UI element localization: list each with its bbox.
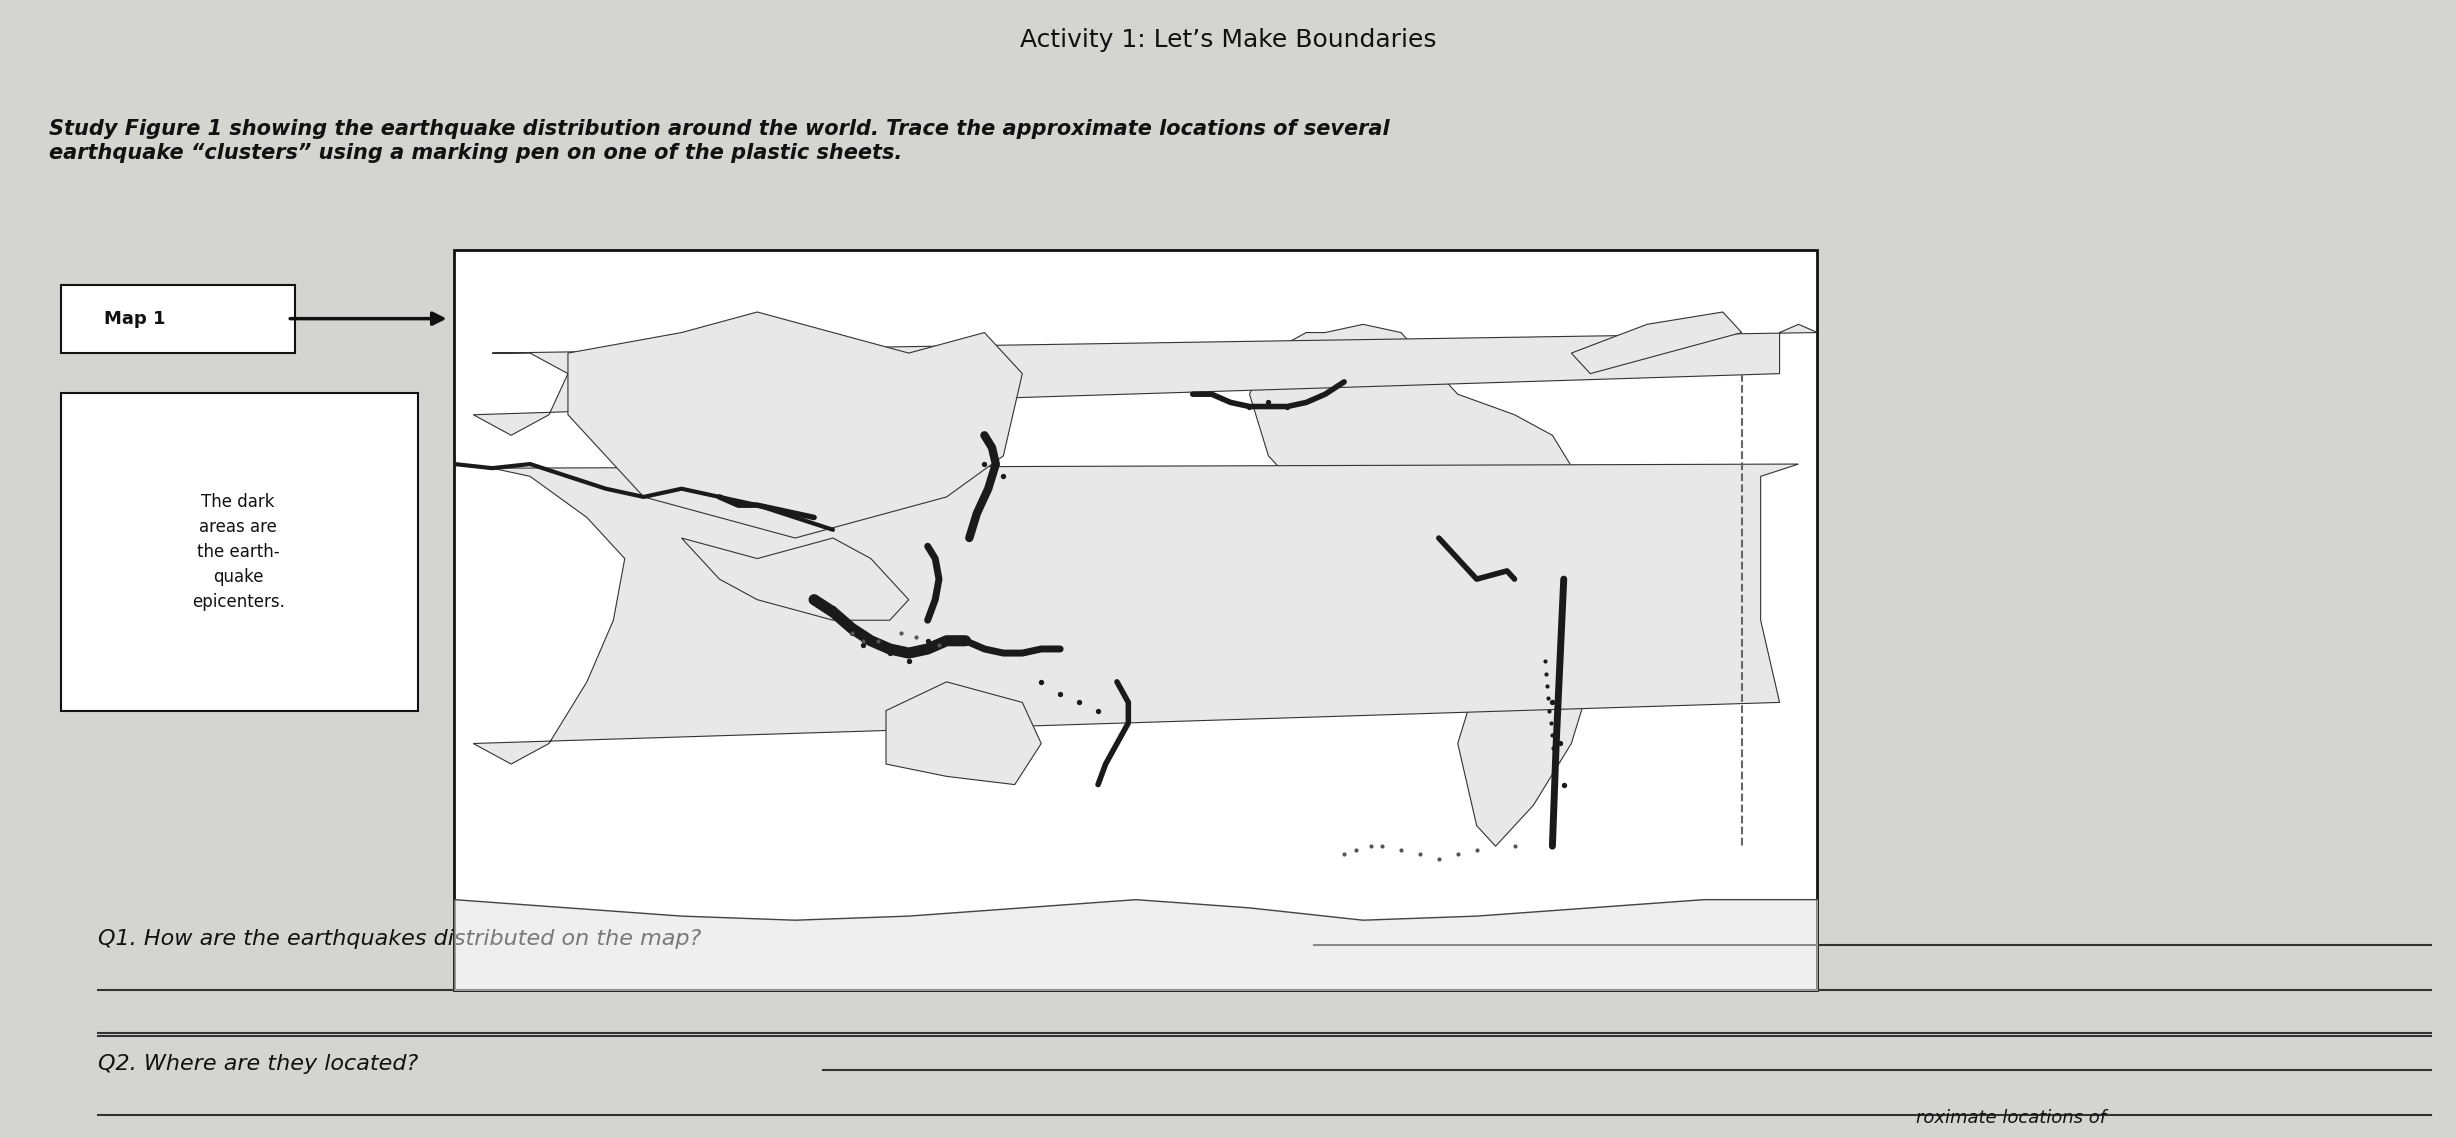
Point [965, 455, 1005, 473]
Text: Study Figure 1 showing the earthquake distribution around the world. Trace the a: Study Figure 1 showing the earthquake di… [49, 119, 1390, 163]
Point [1022, 673, 1061, 691]
Point [896, 627, 936, 645]
Point [1041, 685, 1081, 703]
Polygon shape [474, 324, 1817, 436]
Text: Q1. How are the earthquakes distributed on the map?: Q1. How are the earthquakes distributed … [98, 929, 702, 949]
Point [896, 644, 936, 662]
Point [860, 632, 899, 650]
Polygon shape [1572, 312, 1741, 373]
Point [845, 636, 884, 654]
Point [869, 644, 909, 662]
Polygon shape [567, 312, 1022, 538]
Text: Q2. Where are they located?: Q2. Where are they located? [98, 1054, 418, 1074]
Point [889, 652, 928, 670]
Point [1545, 775, 1584, 793]
Point [813, 599, 852, 617]
Point [1248, 394, 1287, 412]
Point [820, 607, 860, 625]
Polygon shape [474, 464, 1798, 764]
FancyBboxPatch shape [454, 250, 1817, 990]
Text: The dark
areas are
the earth-
quake
epicenters.: The dark areas are the earth- quake epic… [192, 493, 285, 611]
Polygon shape [1459, 579, 1591, 847]
FancyArrowPatch shape [290, 313, 442, 324]
Point [882, 624, 921, 642]
Point [845, 632, 884, 650]
FancyBboxPatch shape [61, 393, 418, 711]
Point [1540, 734, 1579, 752]
Point [973, 463, 1012, 481]
Point [919, 636, 958, 654]
Text: Activity 1: Let’s Make Boundaries: Activity 1: Let’s Make Boundaries [1019, 28, 1437, 52]
Text: roximate locations of: roximate locations of [1916, 1108, 2105, 1127]
Point [833, 624, 872, 642]
Point [1230, 397, 1270, 415]
FancyBboxPatch shape [61, 284, 295, 353]
Polygon shape [887, 682, 1041, 784]
Point [985, 468, 1024, 486]
Point [909, 632, 948, 650]
Point [1533, 693, 1572, 711]
Text: Map 1: Map 1 [103, 310, 167, 328]
Polygon shape [683, 538, 909, 620]
Point [833, 624, 872, 642]
Point [1267, 397, 1307, 415]
Point [1078, 701, 1117, 719]
Polygon shape [1250, 324, 1609, 600]
Point [1059, 693, 1098, 711]
